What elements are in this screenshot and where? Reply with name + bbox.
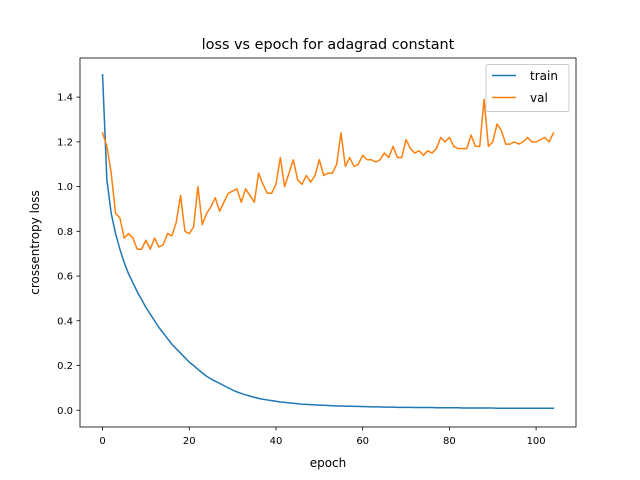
x-tick-label: 60 — [356, 436, 369, 447]
y-tick-label: 1.0 — [57, 182, 73, 193]
y-tick-label: 0.8 — [57, 227, 73, 238]
y-axis-label: crossentropy loss — [28, 190, 42, 295]
plot-area — [101, 73, 555, 409]
series-line-train — [101, 73, 555, 409]
plot-frame — [79, 57, 577, 428]
x-axis-label: epoch — [310, 456, 347, 470]
chart-title: loss vs epoch for adagrad constant — [202, 37, 455, 53]
legend-label-train: train — [530, 69, 558, 83]
legend-label-val: val — [530, 91, 548, 105]
x-tick-label: 100 — [527, 436, 546, 447]
legend: train val — [485, 64, 570, 112]
y-tick-label: 0.0 — [57, 406, 73, 417]
y-tick-label: 1.4 — [57, 93, 73, 104]
x-tick-label: 40 — [270, 436, 283, 447]
y-axis: 0.0 0.2 0.4 0.6 0.8 1.0 1.2 1.4 — [57, 93, 80, 417]
series-line-val — [101, 98, 555, 250]
x-tick-label: 80 — [443, 436, 456, 447]
y-tick-label: 0.6 — [57, 272, 73, 283]
y-tick-label: 0.2 — [57, 361, 73, 372]
y-tick-label: 1.2 — [57, 137, 73, 148]
x-tick-label: 20 — [183, 436, 196, 447]
x-axis: 0 20 40 60 80 100 — [99, 427, 546, 447]
x-tick-label: 0 — [99, 436, 105, 447]
y-tick-label: 0.4 — [57, 316, 73, 327]
